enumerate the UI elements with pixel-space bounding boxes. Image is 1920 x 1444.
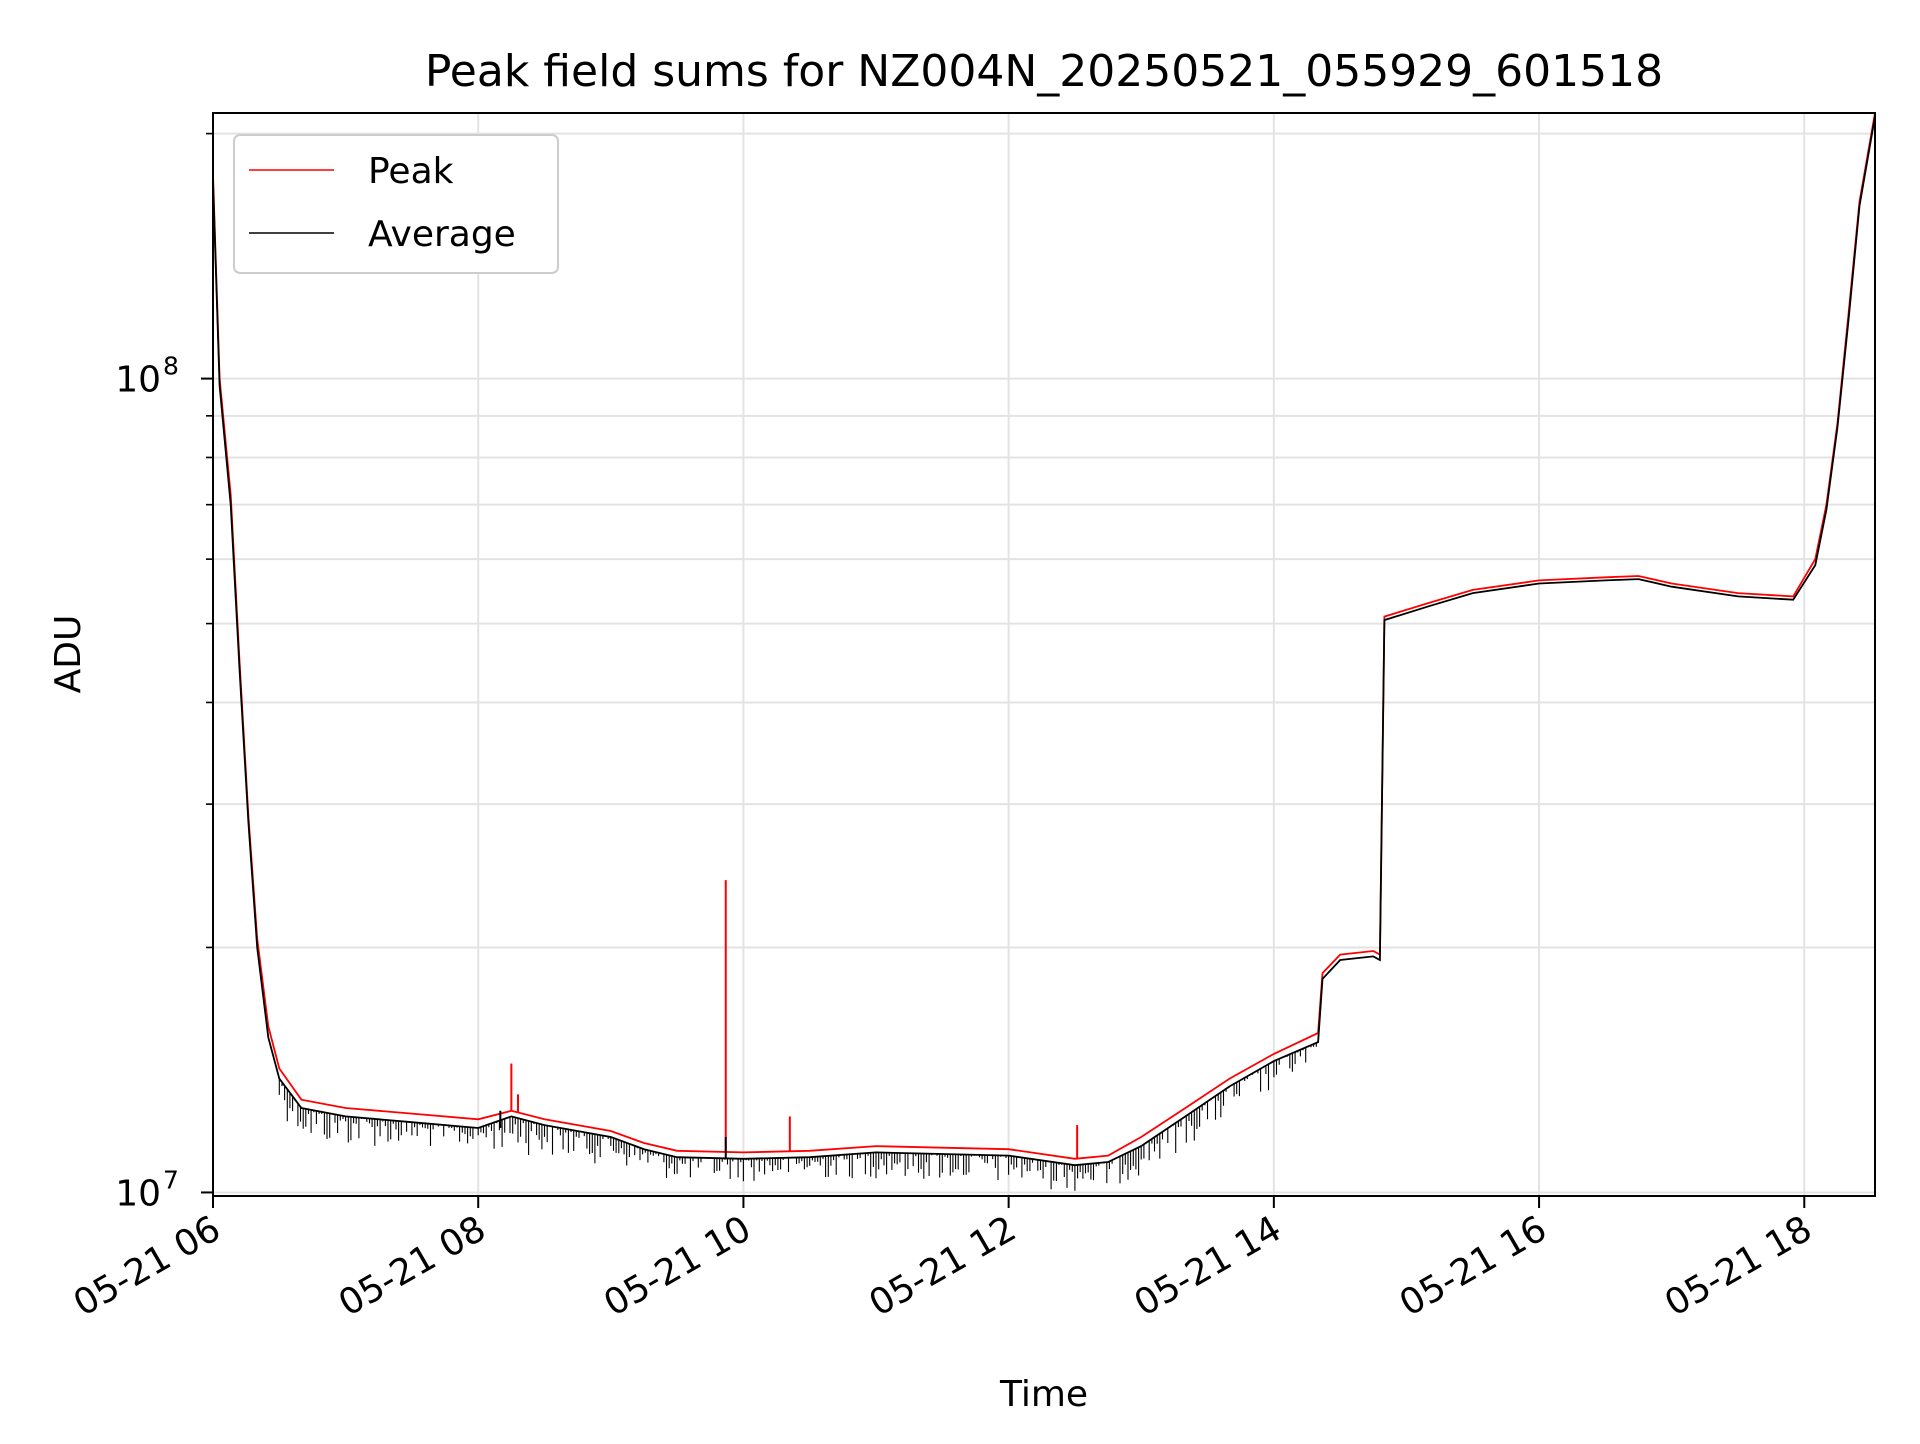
series-layer bbox=[212, 112, 1876, 1191]
grid bbox=[212, 113, 1875, 1196]
y-tick-label-exponent: 8 bbox=[163, 352, 179, 381]
y-tick-label: 10 7 bbox=[115, 1165, 179, 1214]
x-axis-label: Time bbox=[999, 1374, 1088, 1415]
y-axis-label: ADU bbox=[48, 615, 89, 694]
legend: Peak Average bbox=[233, 134, 559, 274]
series-line-peak bbox=[212, 112, 1876, 1160]
legend-label-peak: Peak bbox=[368, 151, 454, 192]
chart-title: Peak field sums for NZ004N_20250521_0559… bbox=[425, 46, 1663, 97]
plot-frame bbox=[212, 112, 1876, 1197]
y-tick-label: 10 8 bbox=[115, 352, 179, 401]
y-tick-label-base: 10 bbox=[115, 360, 161, 401]
y-tick-label-exponent: 7 bbox=[163, 1165, 179, 1194]
average-noise bbox=[278, 1042, 1317, 1191]
y-tick-label-base: 10 bbox=[115, 1173, 161, 1214]
series-line-average bbox=[212, 116, 1876, 1167]
legend-label-average: Average bbox=[368, 214, 516, 255]
